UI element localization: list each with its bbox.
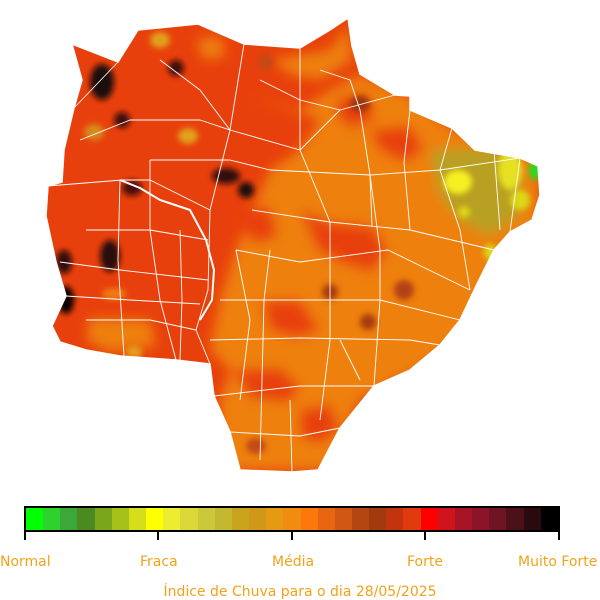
very-strong-patch-9 <box>58 286 74 314</box>
scale-cell-30 <box>540 508 558 530</box>
very-strong-patch-6 <box>122 180 142 196</box>
medium-spot-2 <box>178 128 198 144</box>
very-strong-patch-3 <box>168 60 184 76</box>
scale-cell-20 <box>369 508 387 530</box>
scale-cell-18 <box>334 508 352 530</box>
scale-cell-19 <box>351 508 370 530</box>
scale-cell-13 <box>249 508 267 530</box>
rain-index-map <box>45 16 541 473</box>
scale-cell-10 <box>197 508 215 530</box>
scale-cell-4 <box>94 508 112 530</box>
very-strong-patch-2 <box>114 112 130 128</box>
scale-cell-29 <box>523 508 541 530</box>
scale-tick-media <box>291 530 293 540</box>
medium-spot-5 <box>126 346 142 358</box>
scale-tick-forte <box>424 530 426 540</box>
scale-cell-25 <box>454 508 473 530</box>
scale-cell-27 <box>489 508 507 530</box>
dark-spot-5 <box>246 438 266 454</box>
strong-patch-south <box>262 300 320 338</box>
scale-cell-9 <box>180 508 198 530</box>
strong-patch-mid <box>242 206 278 244</box>
medium-spot-1 <box>150 32 170 48</box>
scale-cell-26 <box>472 508 490 530</box>
scale-cell-6 <box>128 508 147 530</box>
municipality-borders <box>47 43 521 473</box>
weak-zone <box>430 148 520 236</box>
scale-cell-0 <box>26 508 44 530</box>
map-caption: Índice de Chuva para o dia 28/05/2025 <box>163 584 437 600</box>
very-strong-patch-8 <box>56 250 72 274</box>
scale-cell-2 <box>60 508 78 530</box>
legend-label-muito-forte: Muito Forte <box>518 554 598 570</box>
scale-tick-normal <box>24 530 26 540</box>
scale-cell-1 <box>43 508 61 530</box>
dark-spot-1 <box>350 96 370 112</box>
very-strong-patch-5 <box>238 182 254 198</box>
scale-cell-22 <box>403 508 421 530</box>
strong-patch-east <box>370 126 424 162</box>
scale-cell-14 <box>266 508 284 530</box>
very-strong-patch-7 <box>100 240 120 272</box>
scale-cell-23 <box>420 508 438 530</box>
river-line <box>119 179 216 321</box>
medium-patch-n <box>196 36 226 60</box>
scale-cell-21 <box>386 508 404 530</box>
dark-spot-3 <box>360 314 376 330</box>
scale-tick-fraca <box>157 530 159 540</box>
scale-cell-16 <box>300 508 318 530</box>
scale-tick-muito-forte <box>558 530 560 540</box>
scale-cell-5 <box>111 508 129 530</box>
scale-cell-7 <box>146 508 164 530</box>
scale-cell-24 <box>437 508 455 530</box>
dark-spot-6 <box>258 54 274 70</box>
scale-cell-17 <box>317 508 335 530</box>
medium-zone-north <box>270 24 352 80</box>
color-scale-bar <box>24 506 560 532</box>
dark-spot-2 <box>394 280 414 300</box>
scale-cell-3 <box>77 508 95 530</box>
legend-label-fraca: Fraca <box>140 554 178 570</box>
legend-label-forte: Forte <box>407 554 443 570</box>
weak-patch-1 <box>444 170 472 194</box>
scale-cell-8 <box>163 508 181 530</box>
legend-label-normal: Normal <box>0 554 51 570</box>
legend-label-media: Média <box>272 554 315 570</box>
state-outline <box>45 16 541 473</box>
scale-cell-11 <box>214 508 232 530</box>
medium-patch-sw <box>86 318 156 352</box>
very-strong-patch-4 <box>212 168 240 184</box>
weak-patch-5 <box>458 206 470 218</box>
strong-patch-south2 <box>232 368 300 402</box>
scale-cell-28 <box>506 508 524 530</box>
scale-cell-15 <box>283 508 301 530</box>
scale-ticks <box>24 530 560 540</box>
scale-cell-12 <box>231 508 250 530</box>
